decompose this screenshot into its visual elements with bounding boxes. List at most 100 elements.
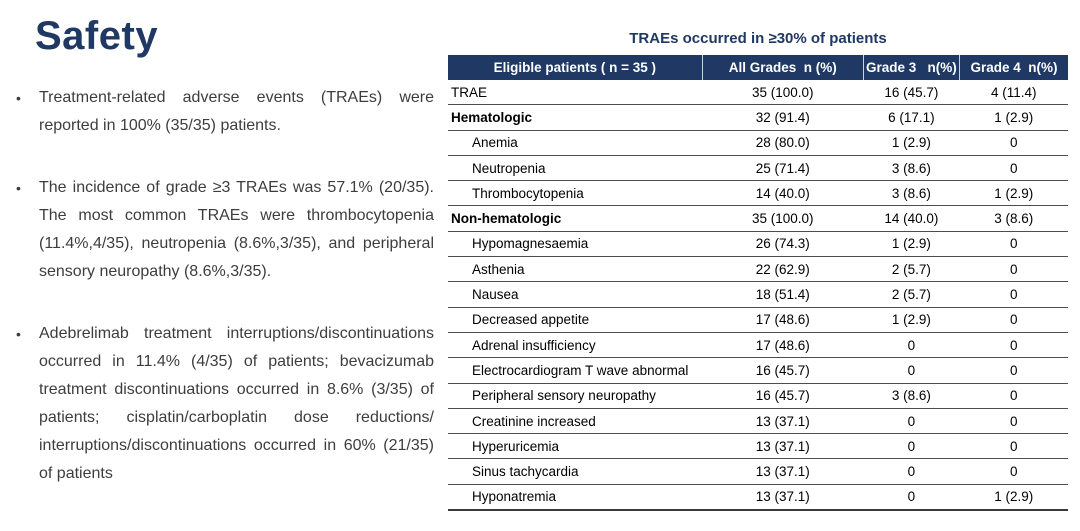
cell-grade3: 3 (8.6) bbox=[863, 180, 960, 207]
row-label: Thrombocytopenia bbox=[448, 180, 703, 207]
table-row: Hyperuricemia 13 (37.1) 0 0 bbox=[448, 433, 1068, 460]
cell-all-grades: 28 (80.0) bbox=[702, 130, 864, 156]
table-row: Non-hematologic 35 (100.0) 14 (40.0) 3 (8.6… bbox=[448, 205, 1068, 232]
cell-grade3: 3 (8.6) bbox=[863, 383, 960, 409]
table-row: Decreased appetite 17 (48.6) 1 (2.9) 0 bbox=[448, 307, 1068, 333]
traes-table-body: TRAE 35 (100.0) 16 (45.7) 4 (11.4) Hematolog… bbox=[448, 80, 1068, 512]
cell-grade4: 4 (11.4) bbox=[959, 80, 1068, 106]
table-row: Neutropenia 25 (71.4) 3 (8.6) 0 bbox=[448, 155, 1068, 182]
cell-grade3: 14 (40.0) bbox=[863, 205, 960, 232]
cell-grade3: 16 (45.7) bbox=[863, 80, 960, 106]
table-row: TRAE 35 (100.0) 16 (45.7) 4 (11.4) bbox=[448, 80, 1068, 106]
row-label: Creatinine increased bbox=[448, 408, 703, 435]
row-label: Adrenal insufficiency bbox=[448, 332, 703, 359]
table-row: Sinus tachycardia 13 (37.1) 0 0 bbox=[448, 458, 1068, 485]
cell-all-grades: 32 (91.4) bbox=[702, 104, 864, 131]
cell-all-grades: 17 (48.6) bbox=[702, 332, 864, 359]
table-row: Asthenia 22 (62.9) 2 (5.7) 0 bbox=[448, 256, 1068, 283]
table-title: TRAEs occurred in ≥30% of patients bbox=[629, 30, 887, 47]
table-row: Hypomagnesaemia 26 (74.3) 1 (2.9) 0 bbox=[448, 231, 1068, 258]
list-item: The incidence of grade ≥3 TRAEs was 57.1… bbox=[14, 174, 434, 286]
cell-grade4: 0 bbox=[959, 155, 1068, 182]
row-label: Hyponatremia bbox=[448, 484, 703, 512]
summary-panel: Safety Treatment-related adverse events … bbox=[14, 14, 434, 488]
cell-all-grades: 16 (45.7) bbox=[702, 383, 864, 409]
cell-grade4: 0 bbox=[959, 383, 1068, 409]
cell-all-grades: 26 (74.3) bbox=[702, 231, 864, 258]
cell-grade3: 3 (8.6) bbox=[863, 155, 960, 182]
cell-grade4: 0 bbox=[959, 231, 1068, 258]
cell-all-grades: 14 (40.0) bbox=[702, 180, 864, 207]
table-row: Hematologic 32 (91.4) 6 (17.1) 1 (2.9) bbox=[448, 104, 1068, 131]
bullet-icon bbox=[16, 84, 21, 112]
list-item: Adebrelimab treatment interruptions/disc… bbox=[14, 320, 434, 488]
cell-all-grades: 16 (45.7) bbox=[702, 357, 864, 384]
traes-table: Eligible patients ( n = 35 ) All Grades … bbox=[448, 55, 1068, 512]
row-label: Neutropenia bbox=[448, 155, 703, 182]
bullet-text: The incidence of grade ≥3 TRAEs was 57.1… bbox=[39, 179, 434, 280]
column-header-all-grades: All Grades n (%) bbox=[701, 55, 864, 80]
cell-all-grades: 13 (37.1) bbox=[702, 458, 864, 485]
cell-all-grades: 13 (37.1) bbox=[702, 408, 864, 435]
row-label: Sinus tachycardia bbox=[448, 458, 703, 485]
cell-grade4: 0 bbox=[959, 256, 1068, 283]
cell-grade4: 0 bbox=[959, 433, 1068, 460]
traes-table-panel: TRAEs occurred in ≥30% of patients Eligi… bbox=[448, 30, 1068, 512]
cell-grade3: 1 (2.9) bbox=[863, 231, 960, 258]
cell-grade4: 0 bbox=[959, 357, 1068, 384]
row-label: Decreased appetite bbox=[448, 307, 703, 333]
cell-all-grades: 13 (37.1) bbox=[702, 433, 864, 460]
bullet-text: Treatment-related adverse events (TRAEs)… bbox=[39, 89, 434, 134]
column-header-grade4: Grade 4 n(%) bbox=[958, 55, 1068, 80]
table-row: Anemia 28 (80.0) 1 (2.9) 0 bbox=[448, 130, 1068, 156]
row-label: Nausea bbox=[448, 281, 703, 308]
row-label: Anemia bbox=[448, 130, 703, 156]
cell-grade3: 0 bbox=[863, 458, 960, 485]
cell-all-grades: 13 (37.1) bbox=[702, 484, 864, 512]
row-label: Hyperuricemia bbox=[448, 433, 703, 460]
table-row: Adrenal insufficiency 17 (48.6) 0 0 bbox=[448, 332, 1068, 359]
bullet-list: Treatment-related adverse events (TRAEs)… bbox=[14, 84, 434, 488]
cell-grade3: 0 bbox=[863, 408, 960, 435]
cell-grade4: 0 bbox=[959, 130, 1068, 156]
cell-grade3: 6 (17.1) bbox=[863, 104, 960, 131]
cell-grade3: 2 (5.7) bbox=[863, 281, 960, 308]
table-row: Hyponatremia 13 (37.1) 0 1 (2.9) bbox=[448, 484, 1068, 512]
row-label: Asthenia bbox=[448, 256, 703, 283]
cell-grade4: 0 bbox=[959, 332, 1068, 359]
cell-grade4: 0 bbox=[959, 307, 1068, 333]
cell-all-grades: 35 (100.0) bbox=[702, 205, 864, 232]
cell-grade3: 0 bbox=[863, 357, 960, 384]
list-item: Treatment-related adverse events (TRAEs)… bbox=[14, 84, 434, 140]
row-label: Peripheral sensory neuropathy bbox=[448, 383, 703, 409]
cell-grade4: 1 (2.9) bbox=[959, 104, 1068, 131]
table-row: Nausea 18 (51.4) 2 (5.7) 0 bbox=[448, 281, 1068, 308]
row-label: Non-hematologic bbox=[448, 205, 703, 232]
cell-all-grades: 35 (100.0) bbox=[702, 80, 864, 106]
cell-grade3: 0 bbox=[863, 332, 960, 359]
cell-grade3: 0 bbox=[863, 433, 960, 460]
bullet-icon bbox=[16, 174, 21, 202]
cell-grade4: 0 bbox=[959, 408, 1068, 435]
cell-grade4: 0 bbox=[959, 458, 1068, 485]
row-label: TRAE bbox=[448, 80, 703, 106]
column-header-eligible-patients: Eligible patients ( n = 35 ) bbox=[448, 55, 703, 80]
cell-grade4: 1 (2.9) bbox=[959, 180, 1068, 207]
cell-all-grades: 22 (62.9) bbox=[702, 256, 864, 283]
table-row: Creatinine increased 13 (37.1) 0 0 bbox=[448, 408, 1068, 435]
table-row: Peripheral sensory neuropathy 16 (45.7) 3 … bbox=[448, 383, 1068, 409]
table-header-row: Eligible patients ( n = 35 ) All Grades … bbox=[448, 55, 1068, 80]
cell-all-grades: 18 (51.4) bbox=[702, 281, 864, 308]
row-label: Electrocardiogram T wave abnormal bbox=[448, 357, 703, 384]
cell-grade3: 1 (2.9) bbox=[863, 307, 960, 333]
table-row: Electrocardiogram T wave abnormal 16 (45.… bbox=[448, 357, 1068, 384]
cell-grade4: 0 bbox=[959, 281, 1068, 308]
row-label: Hypomagnesaemia bbox=[448, 231, 703, 258]
cell-grade3: 0 bbox=[863, 484, 960, 512]
column-header-grade3: Grade 3 n(%) bbox=[862, 55, 960, 80]
cell-grade3: 1 (2.9) bbox=[863, 130, 960, 156]
cell-grade3: 2 (5.7) bbox=[863, 256, 960, 283]
cell-all-grades: 17 (48.6) bbox=[702, 307, 864, 333]
bullet-icon bbox=[16, 320, 21, 348]
